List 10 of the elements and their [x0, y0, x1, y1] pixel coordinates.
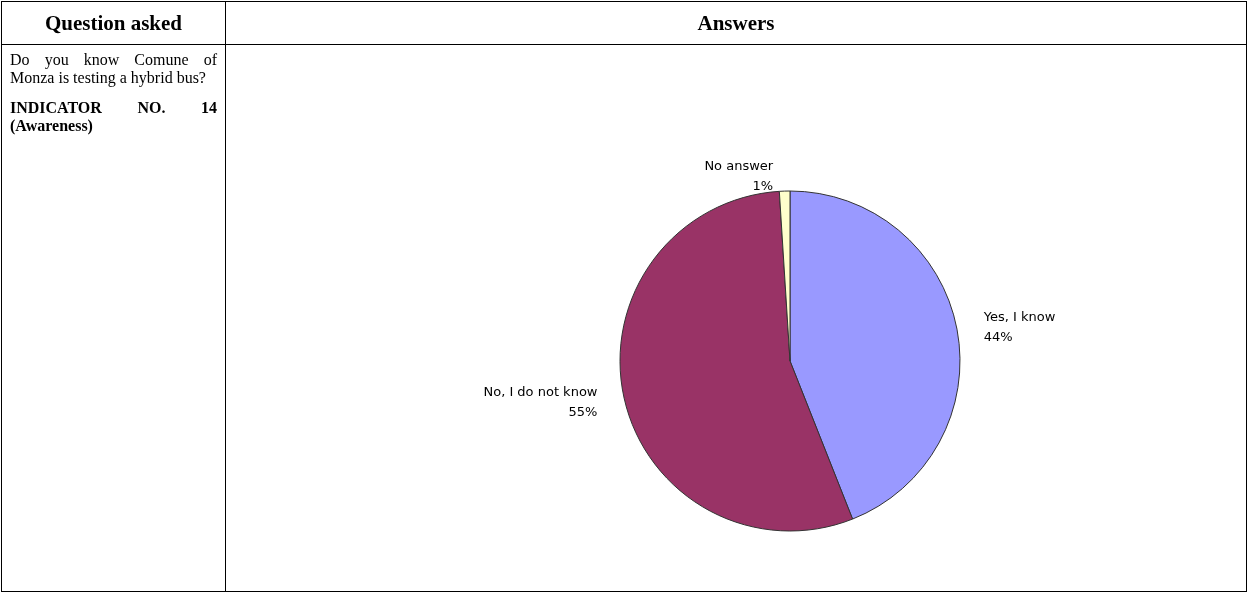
text: Question asked — [1, 1, 226, 45]
slice-label: No answer — [704, 157, 774, 173]
text: Do you know Comune of Monza is testing a hybrid bus? — [10, 51, 217, 87]
slice-label: No, I do not know — [483, 384, 598, 400]
data-label: 44% — [983, 328, 1013, 344]
data-label: 55% — [568, 404, 598, 420]
text: Answers — [225, 1, 1247, 45]
data-label: 1% — [752, 177, 774, 193]
slice-label: Yes, I know — [982, 308, 1056, 324]
text: INDICATOR NO. 14 (Awareness) — [10, 99, 217, 135]
